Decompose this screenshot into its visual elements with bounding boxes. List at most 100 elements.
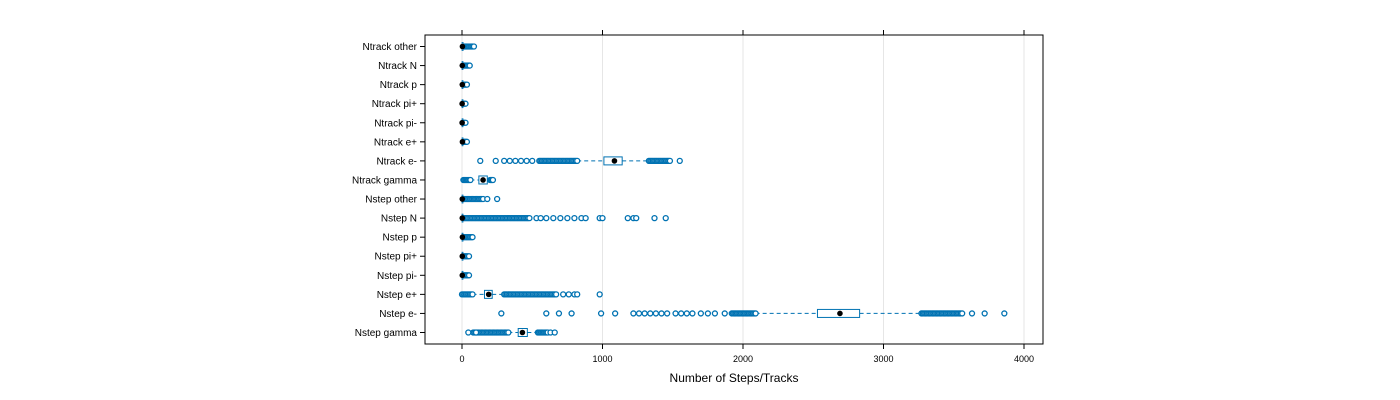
outlier-point (597, 310, 605, 317)
y-tick-label-nstep-gamma: Nstep gamma (355, 328, 418, 339)
outlier-point (498, 310, 505, 317)
y-tick-label-nstep-p: Nstep p (383, 233, 418, 244)
median-ntrack-e (459, 139, 466, 145)
outlier-point (689, 310, 696, 317)
x-tick-label-3000: 3000 (873, 354, 893, 364)
median-nstep-other (459, 196, 466, 202)
outlier-point (505, 329, 512, 336)
outlier-point (523, 157, 530, 165)
y-tick-label-nstep-n: Nstep N (381, 214, 417, 225)
outlier-cluster-nstep-gamma-1 (534, 329, 551, 336)
outlier-point (635, 310, 643, 317)
median-nstep-e (485, 291, 492, 298)
outlier-point (466, 62, 473, 69)
median-ntrack-pi (459, 119, 465, 126)
category-labels: Nstep gamma Nstep e- Nstep e+ Nstep pi- Nste… (352, 42, 418, 339)
outlier-point (981, 310, 988, 317)
outlier-cluster-nstep-e-1 (918, 310, 966, 317)
outlier-point (469, 234, 476, 241)
outlier-point (611, 310, 619, 317)
outlier-point (472, 329, 480, 336)
outlier-point (467, 176, 474, 184)
x-tick-label-0: 0 (459, 354, 464, 364)
outlier-point (537, 214, 544, 222)
outlier-point (493, 195, 501, 203)
outlier-points (458, 43, 1008, 336)
outlier-point (651, 214, 658, 222)
outlier-point (633, 214, 640, 222)
median-points (459, 43, 843, 336)
outlier-point (968, 310, 976, 317)
outlier-point (599, 214, 606, 222)
outlier-point (959, 310, 966, 317)
outlier-point (465, 253, 473, 260)
outlier-point (465, 329, 472, 336)
outlier-point (596, 291, 603, 298)
outlier-cluster-nstep-e-1 (500, 291, 560, 298)
outlier-point (658, 310, 665, 317)
outlier-point (564, 214, 571, 222)
outlier-point (560, 291, 567, 298)
outlier-point (550, 214, 557, 222)
outlier-point (492, 157, 499, 165)
x-axis-title: Number of Steps/Tracks (670, 371, 799, 385)
outlier-point (470, 43, 478, 50)
median-nstep-gamma (519, 329, 526, 336)
outlier-cluster-ntrack-e-1 (645, 157, 674, 165)
outlier-point (484, 195, 491, 203)
y-tick-label-ntrack-pi: Ntrack pi+ (372, 99, 417, 110)
outlier-point (676, 157, 683, 165)
outlier-cluster-nstep-e-0 (728, 310, 759, 317)
outlier-point (711, 310, 719, 317)
outlier-point (568, 310, 575, 317)
median-ntrack-pi (459, 100, 465, 107)
outlier-cluster-ntrack-gamma-1 (486, 176, 497, 184)
y-tick-label-nstep-pi: Nstep pi+ (374, 252, 417, 263)
outlier-cluster-nstep-n-0 (460, 214, 533, 222)
outlier-point (517, 157, 525, 165)
outlier-point (552, 291, 560, 298)
outlier-point (574, 291, 581, 298)
outlier-point (543, 310, 550, 317)
outlier-point (647, 310, 654, 317)
median-ntrack-gamma (480, 177, 486, 183)
outlier-point (641, 310, 648, 317)
outlier-point (489, 176, 497, 184)
outlier-point (652, 310, 660, 317)
y-tick-label-ntrack-p: Ntrack p (380, 80, 418, 91)
x-tick-label-1000: 1000 (592, 354, 612, 364)
y-tick-label-nstep-pi: Nstep pi- (377, 271, 417, 282)
outlier-cluster-nstep-e-0 (458, 291, 476, 298)
outlier-point (752, 310, 759, 317)
outlier-point (630, 310, 637, 317)
outlier-point (571, 214, 578, 222)
outlier-point (551, 329, 558, 336)
x-axis-ticks: 0 1000 2000 3000 4000 (420, 30, 1034, 364)
outlier-cluster-ntrack-e-0 (536, 157, 581, 165)
outlier-point (624, 214, 631, 222)
y-tick-label-nstep-e: Nstep e- (379, 309, 417, 320)
x-tick-label-2000: 2000 (733, 354, 753, 364)
outlier-point (506, 157, 513, 165)
y-tick-label-ntrack-e: Ntrack e+ (374, 137, 417, 148)
outlier-point (477, 157, 484, 165)
outlier-point (704, 310, 712, 317)
outlier-point (574, 157, 581, 165)
outlier-point (697, 310, 704, 317)
y-tick-label-nstep-other: Nstep other (365, 195, 417, 206)
median-nstep-pi (459, 272, 466, 279)
outlier-point (526, 214, 533, 222)
outlier-point (663, 310, 671, 317)
median-nstep-e (837, 310, 843, 317)
y-tick-label-ntrack-other: Ntrack other (363, 42, 418, 53)
median-nstep-pi (459, 253, 466, 260)
outlier-point (529, 157, 536, 165)
outlier-point (678, 310, 685, 317)
outlier-point (555, 310, 563, 317)
outlier-cluster-ntrack-gamma-0 (460, 176, 474, 184)
y-tick-label-ntrack-pi: Ntrack pi- (374, 118, 417, 129)
plot-frame (424, 34, 1044, 345)
outlier-point (666, 157, 674, 165)
median-ntrack-e (611, 158, 618, 164)
